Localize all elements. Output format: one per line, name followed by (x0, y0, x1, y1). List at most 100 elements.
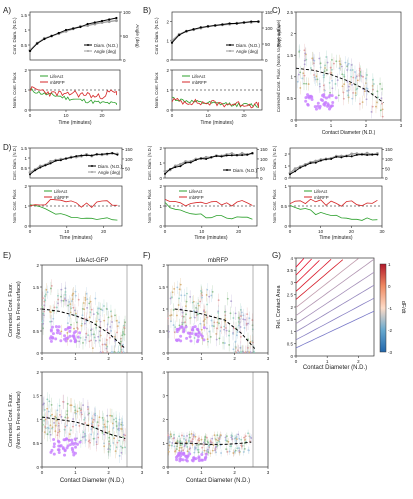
panel-f-bottom-point (235, 438, 238, 440)
panel-d-1-diameter-point (80, 154, 83, 157)
panel-e-bottom-cluster-point (57, 444, 61, 448)
panel-e-top-point (66, 322, 69, 325)
panel-b-diameter-point (250, 20, 253, 23)
panel-e-top-point (116, 331, 118, 334)
panel-c-point (358, 67, 361, 70)
panel-f-bottom-point (176, 440, 179, 442)
panel-d-1-angle-point (49, 160, 52, 163)
panel-f-top-point (229, 312, 232, 315)
panel-e-top-cluster-point (51, 336, 55, 340)
panel-e-top-point (89, 311, 92, 314)
panel-e-top-point (122, 351, 125, 354)
panel-e-bottom-point (64, 416, 67, 419)
panel-b-diameter-point (257, 20, 260, 23)
panel-d-3-top-y-tick-label: 1 (284, 164, 287, 169)
panel-c-cluster-point (306, 93, 310, 97)
panel-c-cluster-point (331, 101, 335, 105)
panel-f-top-point (172, 324, 175, 326)
panel-d-2-bottom-legend-label: mbRFP (189, 195, 204, 200)
panel-g-x-tick-label: 0 (295, 359, 298, 364)
panel-e-bottom-point (49, 414, 52, 417)
panel-e-top-point (106, 351, 109, 354)
panel-d-3-bottom-legend-label: mbRFP (314, 195, 329, 200)
panel-f-top-point (239, 336, 242, 338)
panel-c-point (359, 72, 361, 75)
panel-e-top-point (85, 320, 88, 323)
panel-c-point (311, 57, 314, 60)
panel-f-top-cluster-point (175, 330, 179, 334)
panel-c-point (309, 67, 312, 69)
panel-e-top-cluster-point (63, 334, 67, 338)
panel-c-point (322, 84, 325, 87)
panel-c-cluster-point (304, 96, 308, 100)
panel-e-top-point (119, 343, 122, 346)
panel-g-contour-line (295, 271, 375, 325)
panel-d-3-top-y2-tick-label: 150 (385, 147, 393, 152)
panel-e-bottom-point (95, 441, 98, 443)
panel-f-top-point (237, 351, 240, 354)
panel-c-point (363, 90, 366, 93)
panel-c-point (324, 64, 326, 67)
panel-d-2-diameter-point (251, 152, 254, 155)
panel-a-bottom-legend-label: mbRFP (50, 80, 65, 85)
panel-f-bottom-point (220, 452, 223, 454)
panel-b-mbrfp-line (171, 97, 259, 109)
panel-f-bottom-point (243, 436, 246, 439)
panel-e-top-point (108, 336, 111, 339)
panel-f-top-point (242, 351, 244, 354)
panel-f-bottom-point (203, 449, 206, 452)
panel-e-bottom-y-tick-label: 1.5 (33, 394, 40, 399)
panel-f-bottom-point (227, 440, 230, 443)
panel-c-point (347, 85, 350, 88)
panel-e-bottom-point (91, 417, 93, 420)
panel-e-bottom-point (66, 413, 69, 416)
panel-d-1-top-y-tick-label: 1.5 (21, 146, 28, 151)
panel-f-top-point (168, 330, 170, 333)
panel-e-top-point (84, 297, 87, 299)
panel-f-top-point (253, 351, 255, 354)
panel-e-bottom-cluster-point (59, 444, 63, 448)
panel-e-top-point (113, 351, 116, 354)
panel-d-3-top-y-tick-label: 2 (284, 152, 287, 157)
panel-c-point (299, 87, 302, 89)
panel-e-top-cluster-point (49, 329, 53, 333)
panel-f-bottom-point (240, 444, 243, 447)
panel-f-title: mbRFP (208, 258, 228, 264)
panel-f-bottom-point (201, 451, 204, 454)
panel-e-bottom-point (43, 419, 45, 422)
panel-f-bottom-point (186, 434, 188, 437)
panel-f-bottom-point (188, 436, 191, 439)
panel-e-top-point (110, 351, 113, 354)
panel-c-cluster-point (318, 106, 322, 110)
panel-d-3-diameter-point (309, 162, 312, 165)
panel-e-top-point (82, 342, 84, 344)
panel-c-point (371, 105, 374, 108)
panel-f-top-point (171, 291, 174, 294)
panel-g-y-tick-label: 3 (290, 280, 293, 285)
panel-f-top-point (216, 321, 219, 324)
panel-c-point (329, 72, 332, 74)
panel-d-1-top-y-tick-label: 0.5 (21, 166, 28, 171)
panel-b-diameter-point (214, 24, 217, 27)
panel-f-bottom-fit-line (174, 441, 252, 445)
panel-e-top-point (45, 288, 48, 291)
panel-c-point (362, 75, 364, 78)
panel-e-top-cluster-point (69, 339, 73, 343)
panel-e-bottom-point (122, 433, 125, 436)
panel-d-1-top-legend-marker (91, 171, 93, 173)
panel-e-top-point (123, 324, 125, 327)
panel-e-bottom-point (102, 419, 105, 421)
panel-e-bottom-point (90, 428, 93, 431)
panel-b-diameter-point (185, 30, 188, 33)
panel-e-top-y-tick-label: 2 (36, 263, 39, 268)
panel-f-top-point (191, 301, 194, 304)
panel-c-point (349, 82, 352, 85)
panel-e-top-y-tick-label: 1 (36, 307, 39, 312)
panel-e-bottom-point (64, 425, 67, 428)
panel-f-top-point (211, 290, 214, 293)
panel-d-1-diameter-point (100, 153, 103, 156)
panel-e-bottom-point (51, 413, 53, 416)
panel-e-bottom-point (58, 404, 61, 407)
panel-e-bottom-cluster-point (63, 438, 67, 442)
panel-f-bottom-point (192, 434, 195, 436)
